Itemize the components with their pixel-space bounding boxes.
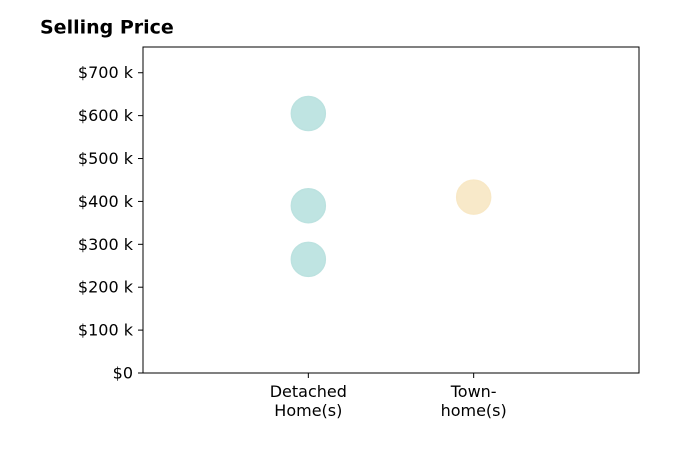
y-tick-label: $400 k (78, 192, 134, 211)
point (290, 95, 327, 132)
x-tick-label: Town-home(s) (441, 382, 507, 420)
y-tick-label: $500 k (78, 149, 134, 168)
point (455, 179, 492, 215)
plot-frame (142, 46, 640, 374)
point (290, 241, 327, 278)
y-tick-label: $300 k (78, 235, 134, 254)
y-tick-label: $600 k (78, 106, 134, 125)
x-tick-label: Detached Home(s) (270, 382, 347, 420)
chart-title: Selling Price (40, 17, 174, 39)
y-tick-label: $0 (113, 364, 133, 383)
y-tick-label: $200 k (78, 278, 134, 297)
point (290, 187, 327, 224)
y-tick-label: $700 k (78, 63, 134, 82)
y-tick-label: $100 k (78, 321, 134, 340)
